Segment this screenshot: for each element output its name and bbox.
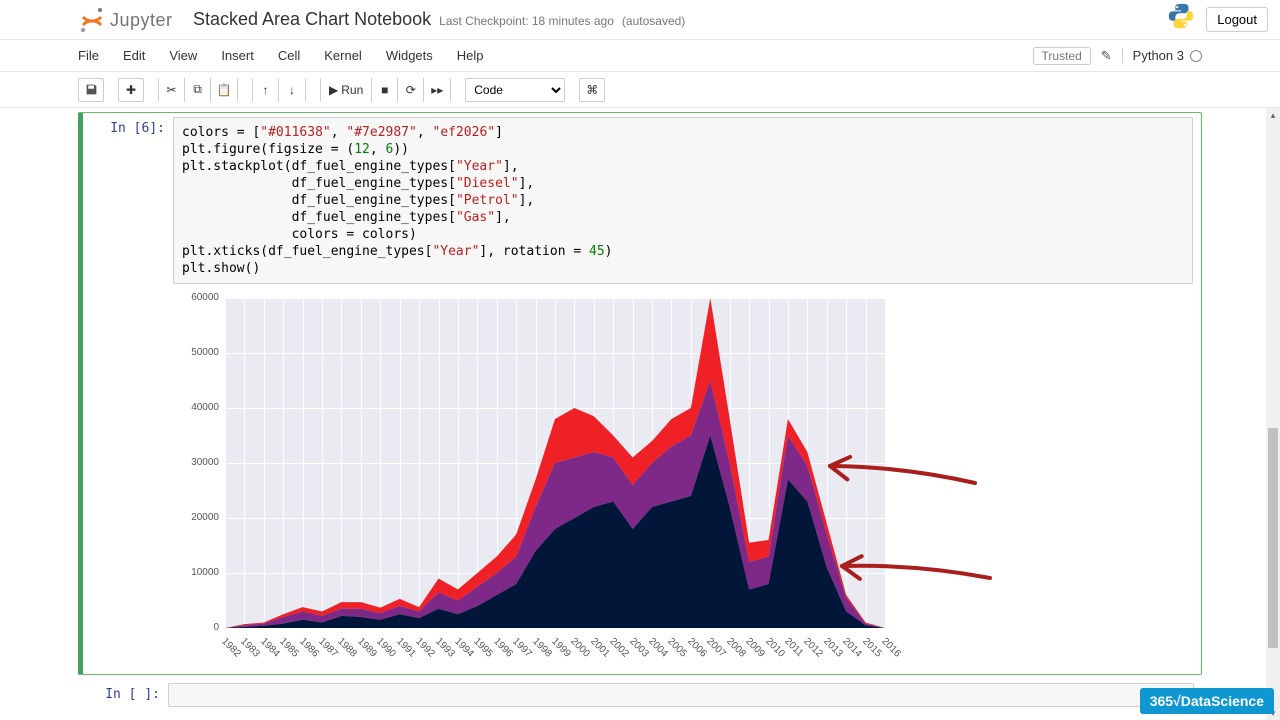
cut-button[interactable]: ✂: [159, 78, 185, 102]
menu-kernel[interactable]: Kernel: [324, 48, 362, 63]
input-prompt-empty: In [ ]:: [78, 683, 168, 707]
add-cell-button[interactable]: ✚: [118, 78, 144, 102]
notebook-header: Jupyter Stacked Area Chart Notebook Last…: [0, 0, 1280, 40]
save-button[interactable]: [78, 78, 104, 102]
code-input-empty[interactable]: [168, 683, 1194, 707]
menu-edit[interactable]: Edit: [123, 48, 145, 63]
code-cell[interactable]: In [6]: colors = ["#011638", "#7e2987", …: [78, 112, 1202, 675]
python-icon: [1166, 1, 1196, 38]
run-label: Run: [341, 83, 363, 97]
stacked-area-chart: 0100002000030000400005000060000198219831…: [173, 290, 893, 670]
copy-button[interactable]: ⧉: [185, 78, 211, 102]
kernel-name: Python 3: [1133, 48, 1184, 63]
jupyter-icon: [78, 6, 106, 34]
run-button[interactable]: ▶ Run: [321, 78, 372, 102]
menu-widgets[interactable]: Widgets: [386, 48, 433, 63]
autosaved-text: (autosaved): [622, 14, 685, 28]
cell-output: 0100002000030000400005000060000198219831…: [173, 284, 1201, 670]
empty-code-cell[interactable]: In [ ]:: [78, 683, 1202, 707]
notebook-container: In [6]: colors = ["#011638", "#7e2987", …: [0, 108, 1280, 720]
move-down-button[interactable]: ↓: [279, 78, 305, 102]
paste-button[interactable]: 📋: [211, 78, 237, 102]
move-up-button[interactable]: ↑: [253, 78, 279, 102]
toolbar: ✚ ✂ ⧉ 📋 ↑ ↓ ▶ Run ■ ⟳ ▸▸ Code ⌘: [0, 72, 1280, 108]
kernel-status-icon: [1190, 50, 1202, 62]
watermark-badge: 365√DataScience: [1140, 688, 1274, 714]
menu-cell[interactable]: Cell: [278, 48, 300, 63]
logout-button[interactable]: Logout: [1206, 7, 1268, 32]
stop-button[interactable]: ■: [372, 78, 398, 102]
menu-view[interactable]: View: [169, 48, 197, 63]
jupyter-wordmark: Jupyter: [110, 10, 173, 31]
watermark-text: 365√DataScience: [1150, 693, 1264, 709]
notebook-title[interactable]: Stacked Area Chart Notebook: [193, 9, 431, 30]
restart-run-all-button[interactable]: ▸▸: [424, 78, 450, 102]
scroll-up-arrow[interactable]: ▴: [1266, 108, 1280, 122]
restart-button[interactable]: ⟳: [398, 78, 424, 102]
pencil-icon[interactable]: ✎: [1101, 48, 1112, 64]
menu-file[interactable]: File: [78, 48, 99, 63]
menubar: File Edit View Insert Cell Kernel Widget…: [0, 40, 1280, 72]
input-prompt: In [6]:: [83, 117, 173, 284]
jupyter-logo[interactable]: Jupyter: [78, 6, 173, 34]
kernel-indicator[interactable]: Python 3: [1122, 48, 1202, 63]
command-palette-button[interactable]: ⌘: [579, 78, 605, 102]
menu-insert[interactable]: Insert: [221, 48, 254, 63]
code-input[interactable]: colors = ["#011638", "#7e2987", "ef2026"…: [173, 117, 1193, 284]
vertical-scrollbar[interactable]: ▴ ▾: [1266, 108, 1280, 720]
menu-help[interactable]: Help: [457, 48, 484, 63]
scrollbar-thumb[interactable]: [1268, 428, 1278, 648]
cell-type-select[interactable]: Code: [465, 78, 565, 102]
trusted-badge[interactable]: Trusted: [1033, 47, 1091, 65]
checkpoint-text: Last Checkpoint: 18 minutes ago: [439, 14, 614, 28]
